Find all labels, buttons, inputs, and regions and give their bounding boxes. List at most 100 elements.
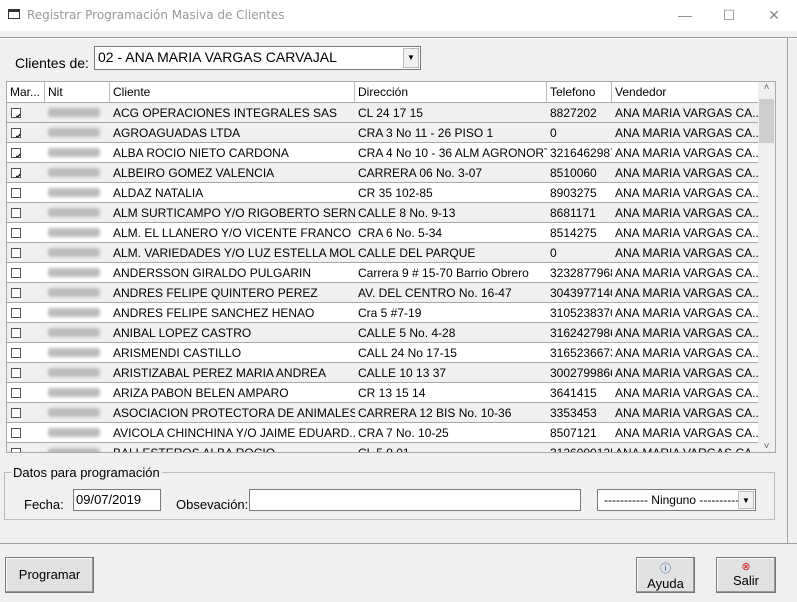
table-row[interactable]: ✔ ALBA ROCIO NIETO CARDONA CRA 4 No 10 -… — [7, 143, 759, 163]
col-nit[interactable]: Nit — [45, 82, 110, 102]
table-row[interactable]: ANDERSSON GIRALDO PULGARIN Carrera 9 # 1… — [7, 263, 759, 283]
ayuda-button[interactable]: ⓘ Ayuda — [636, 557, 695, 593]
nit-cell — [45, 163, 110, 182]
salir-button[interactable]: ⊗ Salir — [716, 557, 776, 593]
mark-cell[interactable] — [7, 423, 45, 442]
row-checkbox[interactable]: ✔ — [11, 108, 21, 118]
mark-cell[interactable]: ✔ — [7, 123, 45, 142]
mark-cell[interactable] — [7, 363, 45, 382]
row-checkbox[interactable] — [11, 368, 21, 378]
mark-cell[interactable] — [7, 443, 45, 452]
vendedor-cell: ANA MARIA VARGAS CA... — [615, 226, 759, 240]
fecha-input[interactable]: 09/07/2019 — [73, 489, 161, 511]
observacion-input[interactable] — [249, 489, 581, 511]
direccion-cell: CL 24 17 15 — [358, 106, 423, 120]
mark-cell[interactable] — [7, 223, 45, 242]
table-row[interactable]: ARISMENDI CASTILLO CALL 24 No 17-15 3165… — [7, 343, 759, 363]
telefono-cell: 3043977140 — [550, 286, 612, 300]
col-telefono[interactable]: Telefono — [547, 82, 612, 102]
separator — [0, 543, 797, 544]
col-cliente[interactable]: Cliente — [110, 82, 355, 102]
table-row[interactable]: ALM. EL LLANERO Y/O VICENTE FRANCO CRA 6… — [7, 223, 759, 243]
table-row[interactable]: ANDRES FELIPE QUINTERO PEREZ AV. DEL CEN… — [7, 283, 759, 303]
col-marcar[interactable]: Mar... — [7, 82, 45, 102]
table-row[interactable]: ✔ AGROAGUADAS LTDA CRA 3 No 11 - 26 PISO… — [7, 123, 759, 143]
table-row[interactable]: ANIBAL LOPEZ CASTRO CALLE 5 No. 4-28 316… — [7, 323, 759, 343]
telefono-cell: 3126000125 — [550, 446, 612, 453]
table-row[interactable]: ALDAZ NATALIA CR 35 102-85 8903275 ANA M… — [7, 183, 759, 203]
table-row[interactable]: ANDRES FELIPE SANCHEZ HENAO Cra 5 #7-19 … — [7, 303, 759, 323]
row-checkbox[interactable] — [11, 228, 21, 238]
telefono-cell: 8507121 — [550, 426, 597, 440]
mark-cell[interactable] — [7, 323, 45, 342]
row-checkbox[interactable] — [11, 428, 21, 438]
col-vendedor[interactable]: Vendedor — [612, 82, 759, 102]
vendedor-cell: ANA MARIA VARGAS CA... — [615, 166, 759, 180]
help-icon: ⓘ — [660, 563, 671, 575]
dropdown-arrow-icon[interactable]: ▼ — [738, 491, 754, 509]
table-row[interactable]: ✔ ALBEIRO GOMEZ VALENCIA CARRERA 06 No. … — [7, 163, 759, 183]
row-checkbox[interactable] — [11, 248, 21, 258]
mark-cell[interactable] — [7, 403, 45, 422]
mark-cell[interactable] — [7, 203, 45, 222]
row-checkbox[interactable]: ✔ — [11, 148, 21, 158]
table-row[interactable]: ARISTIZABAL PEREZ MARIA ANDREA CALLE 10 … — [7, 363, 759, 383]
mark-cell[interactable] — [7, 383, 45, 402]
scroll-up-icon[interactable]: ˄ — [763, 82, 770, 93]
mark-cell[interactable] — [7, 303, 45, 322]
programar-button[interactable]: Programar — [5, 557, 94, 593]
blurred-nit — [48, 188, 100, 197]
seller-option-select[interactable]: ----------- Ninguno ---------- ▼ — [597, 489, 756, 511]
table-row[interactable]: ARIZA PABON BELEN AMPARO CR 13 15 14 364… — [7, 383, 759, 403]
row-checkbox[interactable] — [11, 328, 21, 338]
mark-cell[interactable]: ✔ — [7, 103, 45, 122]
nit-cell — [45, 183, 110, 202]
telefono-cell: 8827202 — [550, 106, 597, 120]
row-checkbox[interactable]: ✔ — [11, 128, 21, 138]
mark-cell[interactable]: ✔ — [7, 143, 45, 162]
table-row[interactable]: ALM SURTICAMPO Y/O RIGOBERTO SERNA CALLE… — [7, 203, 759, 223]
separator — [0, 37, 797, 39]
maximize-button[interactable]: ☐ — [722, 7, 736, 23]
telefono-cell: 3353453 — [550, 406, 597, 420]
table-row[interactable]: ✔ ACG OPERACIONES INTEGRALES SAS CL 24 1… — [7, 103, 759, 123]
row-checkbox[interactable]: ✔ — [11, 168, 21, 178]
row-checkbox[interactable] — [11, 408, 21, 418]
blurred-nit — [48, 208, 100, 217]
scroll-thumb[interactable] — [759, 99, 774, 143]
mark-cell[interactable]: ✔ — [7, 163, 45, 182]
telefono-cell: 3165236673 — [550, 346, 612, 360]
row-checkbox[interactable] — [11, 208, 21, 218]
mark-cell[interactable] — [7, 183, 45, 202]
table-row[interactable]: ALM. VARIEDADES Y/O LUZ ESTELLA MOLI... … — [7, 243, 759, 263]
mark-cell[interactable] — [7, 263, 45, 282]
table-row[interactable]: BALLESTEROS ALBA ROCIO CL 5 9 01 3126000… — [7, 443, 759, 453]
row-checkbox[interactable] — [11, 268, 21, 278]
cliente-cell: AVICOLA CHINCHINA Y/O JAIME EDUARD... — [113, 426, 355, 440]
row-checkbox[interactable] — [11, 448, 21, 452]
close-button[interactable]: ✕ — [768, 7, 780, 23]
row-checkbox[interactable] — [11, 308, 21, 318]
row-checkbox[interactable] — [11, 188, 21, 198]
nit-cell — [45, 223, 110, 242]
dropdown-arrow-icon[interactable]: ▼ — [403, 48, 419, 68]
seller-option-value: ----------- Ninguno ---------- — [604, 493, 740, 507]
blurred-nit — [48, 288, 100, 297]
table-row[interactable]: AVICOLA CHINCHINA Y/O JAIME EDUARD... CR… — [7, 423, 759, 443]
row-checkbox[interactable] — [11, 348, 21, 358]
mark-cell[interactable] — [7, 283, 45, 302]
telefono-cell: 3002799866 — [550, 366, 612, 380]
table-row[interactable]: ASOCIACION PROTECTORA DE ANIMALES ... CA… — [7, 403, 759, 423]
scroll-down-icon[interactable]: ˅ — [763, 441, 770, 452]
vendor-select[interactable]: 02 - ANA MARIA VARGAS CARVAJAL ▼ — [94, 46, 421, 70]
nit-cell — [45, 303, 110, 322]
col-direccion[interactable]: Dirección — [355, 82, 547, 102]
vendedor-cell: ANA MARIA VARGAS CA... — [615, 346, 759, 360]
row-checkbox[interactable] — [11, 288, 21, 298]
vertical-scrollbar[interactable]: ˄ ˅ — [758, 82, 775, 452]
minimize-button[interactable]: — — [678, 7, 692, 23]
direccion-cell: CRA 6 No. 5-34 — [358, 226, 443, 240]
row-checkbox[interactable] — [11, 388, 21, 398]
mark-cell[interactable] — [7, 343, 45, 362]
mark-cell[interactable] — [7, 243, 45, 262]
